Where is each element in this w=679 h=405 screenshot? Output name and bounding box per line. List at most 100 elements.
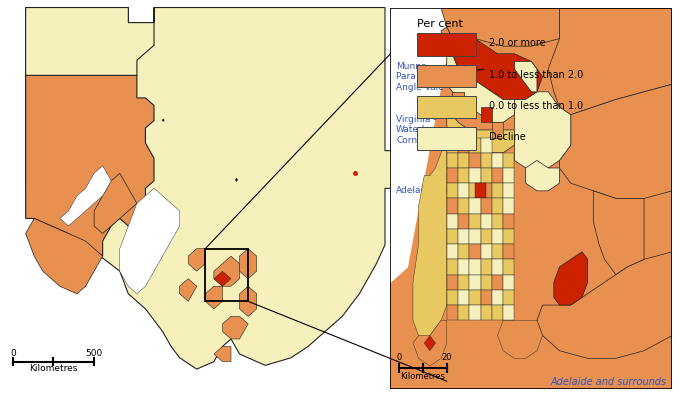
Bar: [503, 305, 515, 320]
Text: 0: 0: [397, 353, 401, 362]
Bar: [469, 168, 481, 183]
Bar: [503, 244, 515, 259]
Bar: [417, 96, 475, 119]
Bar: [481, 229, 492, 244]
Bar: [458, 153, 469, 168]
Bar: [503, 168, 515, 183]
Bar: [447, 183, 458, 198]
Bar: [447, 290, 458, 305]
Bar: [503, 214, 515, 229]
Bar: [458, 275, 469, 290]
Bar: [469, 153, 481, 168]
Bar: [417, 65, 475, 87]
Bar: [469, 214, 481, 229]
Bar: [481, 183, 492, 198]
Bar: [417, 34, 475, 56]
Bar: [503, 259, 515, 275]
Bar: [447, 153, 458, 168]
Bar: [469, 183, 481, 198]
Text: 20: 20: [441, 353, 452, 362]
Text: Kilometres: Kilometres: [29, 364, 77, 373]
Text: Per cent: Per cent: [417, 19, 463, 29]
Bar: [481, 244, 492, 259]
Polygon shape: [447, 54, 515, 122]
Polygon shape: [223, 316, 248, 339]
Polygon shape: [515, 92, 571, 176]
Polygon shape: [492, 122, 503, 138]
Bar: [481, 305, 492, 320]
Text: Virginia -
Waterloo
Corner: Virginia - Waterloo Corner: [396, 101, 467, 145]
Bar: [492, 290, 503, 305]
Bar: [469, 290, 481, 305]
Polygon shape: [214, 347, 231, 362]
Bar: [492, 229, 503, 244]
Polygon shape: [240, 286, 257, 316]
Polygon shape: [447, 115, 515, 153]
Bar: [447, 229, 458, 244]
Bar: [447, 275, 458, 290]
Bar: [492, 275, 503, 290]
Bar: [481, 275, 492, 290]
Polygon shape: [60, 166, 111, 226]
Bar: [481, 290, 492, 305]
Polygon shape: [452, 38, 543, 100]
Bar: [458, 214, 469, 229]
Bar: [481, 138, 492, 153]
Polygon shape: [214, 256, 240, 286]
Text: 0: 0: [10, 349, 16, 358]
Bar: [458, 198, 469, 214]
Bar: [458, 183, 469, 198]
Bar: [458, 305, 469, 320]
Bar: [492, 259, 503, 275]
Bar: [447, 198, 458, 214]
Bar: [475, 183, 486, 198]
Bar: [492, 305, 503, 320]
Bar: [447, 259, 458, 275]
Text: Munno
Para West
Angle Vale: Munno Para West Angle Vale: [396, 62, 483, 92]
Bar: [447, 244, 458, 259]
Text: 1.0 to less than 2.0: 1.0 to less than 2.0: [489, 70, 583, 79]
Polygon shape: [424, 335, 435, 351]
Bar: [492, 198, 503, 214]
Bar: [503, 275, 515, 290]
Bar: [458, 244, 469, 259]
Bar: [417, 127, 475, 150]
Bar: [469, 138, 481, 153]
Polygon shape: [390, 8, 447, 282]
Text: Decline: Decline: [489, 132, 526, 142]
Bar: [503, 290, 515, 305]
Bar: [481, 168, 492, 183]
Polygon shape: [515, 62, 537, 92]
Text: Adelaide: Adelaide: [396, 186, 472, 195]
Polygon shape: [559, 84, 672, 198]
Polygon shape: [94, 173, 137, 234]
Bar: [503, 183, 515, 198]
Polygon shape: [413, 320, 447, 366]
Text: Adelaide and surrounds: Adelaide and surrounds: [551, 377, 667, 387]
Polygon shape: [214, 271, 231, 286]
Bar: [469, 229, 481, 244]
Bar: [469, 198, 481, 214]
Polygon shape: [441, 27, 452, 54]
Bar: [458, 138, 469, 153]
Bar: [503, 198, 515, 214]
Polygon shape: [26, 8, 154, 75]
Bar: [458, 290, 469, 305]
Polygon shape: [180, 279, 197, 301]
Bar: [492, 168, 503, 183]
Bar: [447, 214, 458, 229]
Polygon shape: [26, 75, 154, 256]
Bar: [481, 153, 492, 168]
Text: 0.0 to less than 1.0: 0.0 to less than 1.0: [489, 101, 583, 111]
Text: ♦: ♦: [160, 118, 165, 123]
Polygon shape: [498, 320, 543, 358]
Polygon shape: [593, 191, 644, 275]
Bar: [447, 168, 458, 183]
Polygon shape: [452, 92, 464, 107]
Bar: [492, 153, 503, 168]
Polygon shape: [537, 252, 672, 358]
Bar: [469, 244, 481, 259]
Bar: [503, 153, 515, 168]
Bar: [481, 198, 492, 214]
Polygon shape: [526, 160, 559, 191]
